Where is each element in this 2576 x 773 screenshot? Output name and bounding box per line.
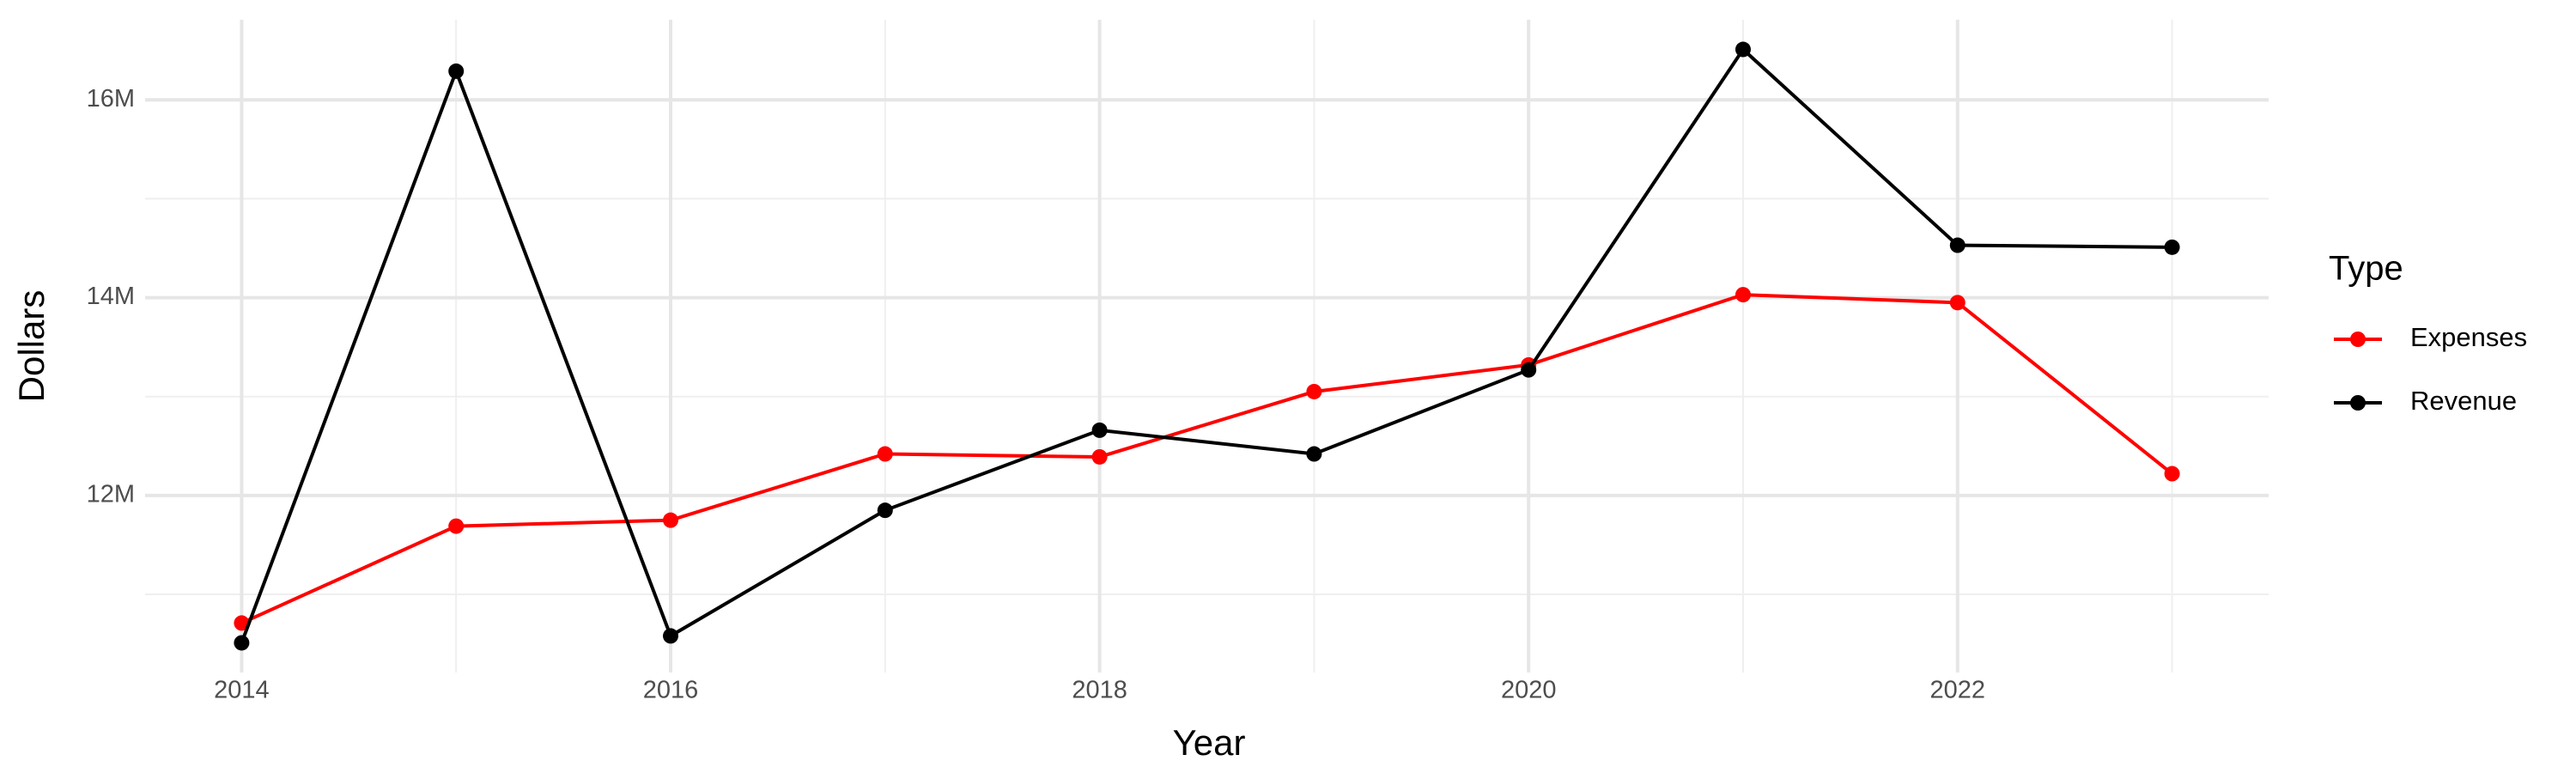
y-tick-label: 16M — [87, 85, 135, 113]
point — [234, 635, 250, 651]
point — [234, 615, 250, 631]
x-axis-title: Year — [1173, 722, 1246, 763]
point — [877, 446, 893, 462]
x-tick-label: 2014 — [214, 677, 270, 704]
point — [1949, 237, 1965, 253]
point — [1306, 383, 1322, 399]
point — [448, 63, 465, 79]
x-tick-label: 2022 — [1930, 677, 1986, 704]
legend-point — [2350, 395, 2366, 411]
point — [1306, 446, 1322, 462]
point — [877, 502, 893, 519]
legend-point — [2350, 332, 2366, 347]
point — [663, 512, 679, 528]
legend-label: Expenses — [2410, 322, 2527, 352]
series-line — [240, 46, 2172, 644]
x-tick-label: 2016 — [643, 677, 699, 704]
point — [448, 518, 465, 534]
point — [2164, 466, 2180, 482]
point — [1091, 422, 1108, 438]
point — [2164, 239, 2180, 255]
y-tick-label: 14M — [87, 283, 135, 310]
legend-label: Revenue — [2410, 386, 2517, 416]
x-tick-label: 2018 — [1072, 677, 1127, 704]
y-axis-title: Dollars — [11, 290, 52, 403]
y-tick-label: 12M — [87, 481, 135, 508]
point — [1735, 41, 1751, 58]
x-tick-label: 2020 — [1501, 677, 1557, 704]
series-line — [240, 293, 2173, 625]
point — [663, 628, 679, 644]
point — [1091, 448, 1108, 465]
point — [1949, 295, 1965, 311]
point — [1735, 287, 1751, 303]
point — [1521, 362, 1537, 378]
legend-title: Type — [2329, 250, 2403, 288]
